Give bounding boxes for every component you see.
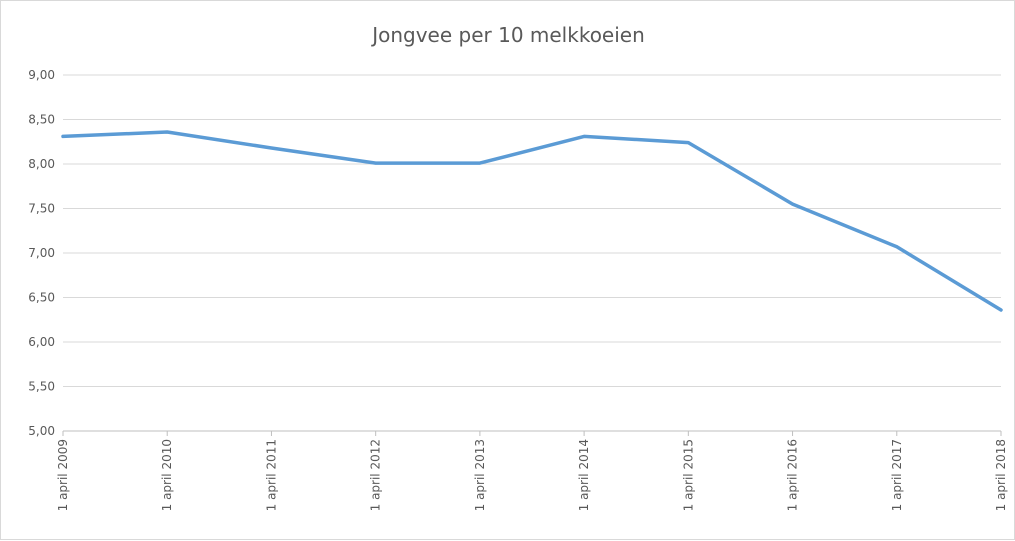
x-tick-label: 1 april 2017 [890,439,904,511]
data-point [895,245,898,248]
y-tick-label: 7,50 [28,202,55,216]
y-tick-label: 7,00 [28,246,55,260]
data-point [687,141,690,144]
x-tick-label: 1 april 2009 [56,439,70,511]
x-tick-label: 1 april 2012 [369,439,383,511]
x-tick-label: 1 april 2010 [160,439,174,511]
y-tick-label: 5,00 [28,424,55,438]
data-point [582,135,586,138]
data-point [270,146,273,150]
y-tick-label: 8,00 [28,157,55,171]
x-tick-label: 1 april 2018 [994,439,1008,511]
x-tick-label: 1 april 2015 [681,439,695,511]
y-tick-label: 8,50 [28,113,55,127]
y-tick-label: 6,50 [28,291,55,305]
data-point [791,202,794,206]
y-tick-label: 9,00 [28,68,55,82]
x-tick-label: 1 april 2011 [264,439,278,511]
data-point [478,161,482,165]
y-tick-label: 5,50 [28,380,55,394]
data-point [61,135,65,138]
data-point [374,161,377,165]
y-tick-label: 6,00 [28,335,55,349]
x-tick-label: 1 april 2013 [473,439,487,511]
data-point [999,308,1003,312]
chart-title: Jongvee per 10 melkkoeien [372,23,645,47]
series-line [61,130,1003,312]
data-point [166,130,169,134]
x-tick-label: 1 april 2016 [786,439,800,511]
x-tick-label: 1 april 2014 [577,439,591,511]
